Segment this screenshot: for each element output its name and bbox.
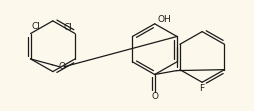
Text: O: O — [151, 92, 158, 101]
Text: Cl: Cl — [64, 23, 73, 32]
Text: Cl: Cl — [31, 22, 40, 31]
Text: O: O — [59, 62, 66, 71]
Text: F: F — [200, 84, 205, 93]
Text: OH: OH — [158, 15, 171, 24]
